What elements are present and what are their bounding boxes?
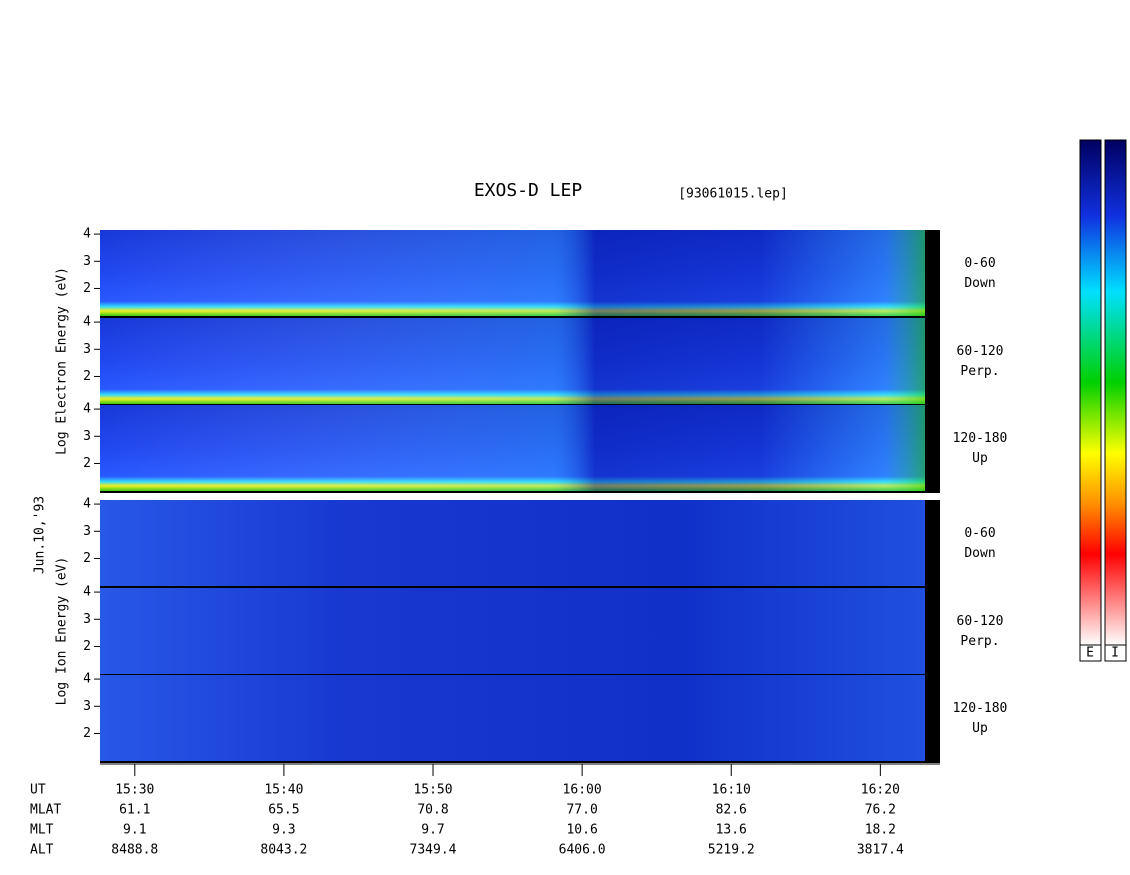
ephemeris-value: 61.1: [119, 803, 150, 818]
ephemeris-name: MLAT: [30, 803, 61, 818]
y-tick-label: 4: [83, 672, 91, 687]
ephemeris-value: 9.1: [123, 823, 146, 838]
ephemeris-value: 3817.4: [857, 843, 904, 858]
y-tick-label: 4: [83, 497, 91, 512]
panel-angle: 120-180: [953, 701, 1008, 716]
y-axis-label: Log Ion Energy (eV): [55, 557, 70, 706]
ephemeris-value: 76.2: [865, 803, 896, 818]
x-tick-label: 16:20: [861, 783, 900, 798]
ephemeris-value: 13.6: [716, 823, 747, 838]
panel-strip: [925, 230, 940, 317]
y-tick-label: 3: [83, 699, 91, 714]
ephemeris-value: 8488.8: [111, 843, 158, 858]
colorbar-box: [1079, 644, 1102, 662]
y-axis-label: Log Electron Energy (eV): [55, 267, 70, 455]
y-tick-label: 2: [83, 281, 91, 296]
file-name: [93061015.lep]: [678, 187, 788, 202]
ephemeris-value: 9.3: [272, 823, 295, 838]
spectrogram-overlay: [100, 405, 925, 492]
spectrogram-overlay: [100, 318, 925, 405]
panel-direction: Up: [972, 451, 988, 466]
panel-angle: 60-120: [957, 614, 1004, 629]
spectrogram-panel: [100, 675, 925, 762]
x-tick-label: 15:40: [264, 783, 303, 798]
y-tick-label: 4: [83, 227, 91, 242]
panel-angle: 60-120: [957, 344, 1004, 359]
ephemeris-value: 18.2: [865, 823, 896, 838]
colorbar-label: I: [1111, 646, 1119, 661]
y-tick-label: 3: [83, 254, 91, 269]
ephemeris-name: MLT: [30, 823, 54, 838]
date-label: Jun.10,'93: [33, 496, 48, 574]
panel-direction: Down: [964, 276, 995, 291]
y-tick-label: 3: [83, 342, 91, 357]
ephemeris-name: ALT: [30, 843, 54, 858]
y-tick-label: 4: [83, 315, 91, 330]
y-tick-label: 2: [83, 369, 91, 384]
panel-angle: 120-180: [953, 431, 1008, 446]
panel-direction: Perp.: [960, 634, 999, 649]
panel-direction: Perp.: [960, 364, 999, 379]
y-tick-label: 2: [83, 639, 91, 654]
ephemeris-value: 9.7: [421, 823, 444, 838]
panel-direction: Down: [964, 546, 995, 561]
colorbar-label: E: [1086, 646, 1094, 661]
panel-strip: [925, 500, 940, 587]
ephemeris-name: UT: [30, 783, 46, 798]
ephemeris-value: 6406.0: [559, 843, 606, 858]
y-tick-label: 2: [83, 551, 91, 566]
y-tick-label: 3: [83, 524, 91, 539]
ephemeris-value: 70.8: [417, 803, 448, 818]
colorbar-box: [1104, 644, 1127, 662]
panel-strip: [925, 405, 940, 492]
y-tick-label: 3: [83, 612, 91, 627]
chart-title: EXOS-D LEP: [474, 180, 583, 201]
x-tick-label: 15:30: [115, 783, 154, 798]
panel-angle: 0-60: [964, 526, 995, 541]
y-tick-label: 4: [83, 585, 91, 600]
ephemeris-value: 77.0: [566, 803, 597, 818]
panel-angle: 0-60: [964, 256, 995, 271]
panel-strip: [925, 588, 940, 675]
ephemeris-value: 82.6: [716, 803, 747, 818]
x-tick-label: 16:10: [712, 783, 751, 798]
panel-strip: [925, 318, 940, 405]
ephemeris-value: 10.6: [566, 823, 597, 838]
x-tick-label: 16:00: [563, 783, 602, 798]
y-tick-label: 2: [83, 456, 91, 471]
spectrogram-panel: [100, 588, 925, 675]
spectrogram-panel: [100, 500, 925, 587]
colorbar: [1104, 139, 1127, 646]
colorbar: [1079, 139, 1102, 646]
y-tick-label: 2: [83, 726, 91, 741]
ephemeris-value: 5219.2: [708, 843, 755, 858]
ephemeris-value: 65.5: [268, 803, 299, 818]
ephemeris-value: 8043.2: [260, 843, 307, 858]
ephemeris-value: 7349.4: [410, 843, 457, 858]
panel-direction: Up: [972, 721, 988, 736]
x-tick-label: 15:50: [413, 783, 452, 798]
spectrogram-overlay: [100, 230, 925, 317]
panel-strip: [925, 675, 940, 762]
y-tick-label: 3: [83, 429, 91, 444]
y-tick-label: 4: [83, 402, 91, 417]
